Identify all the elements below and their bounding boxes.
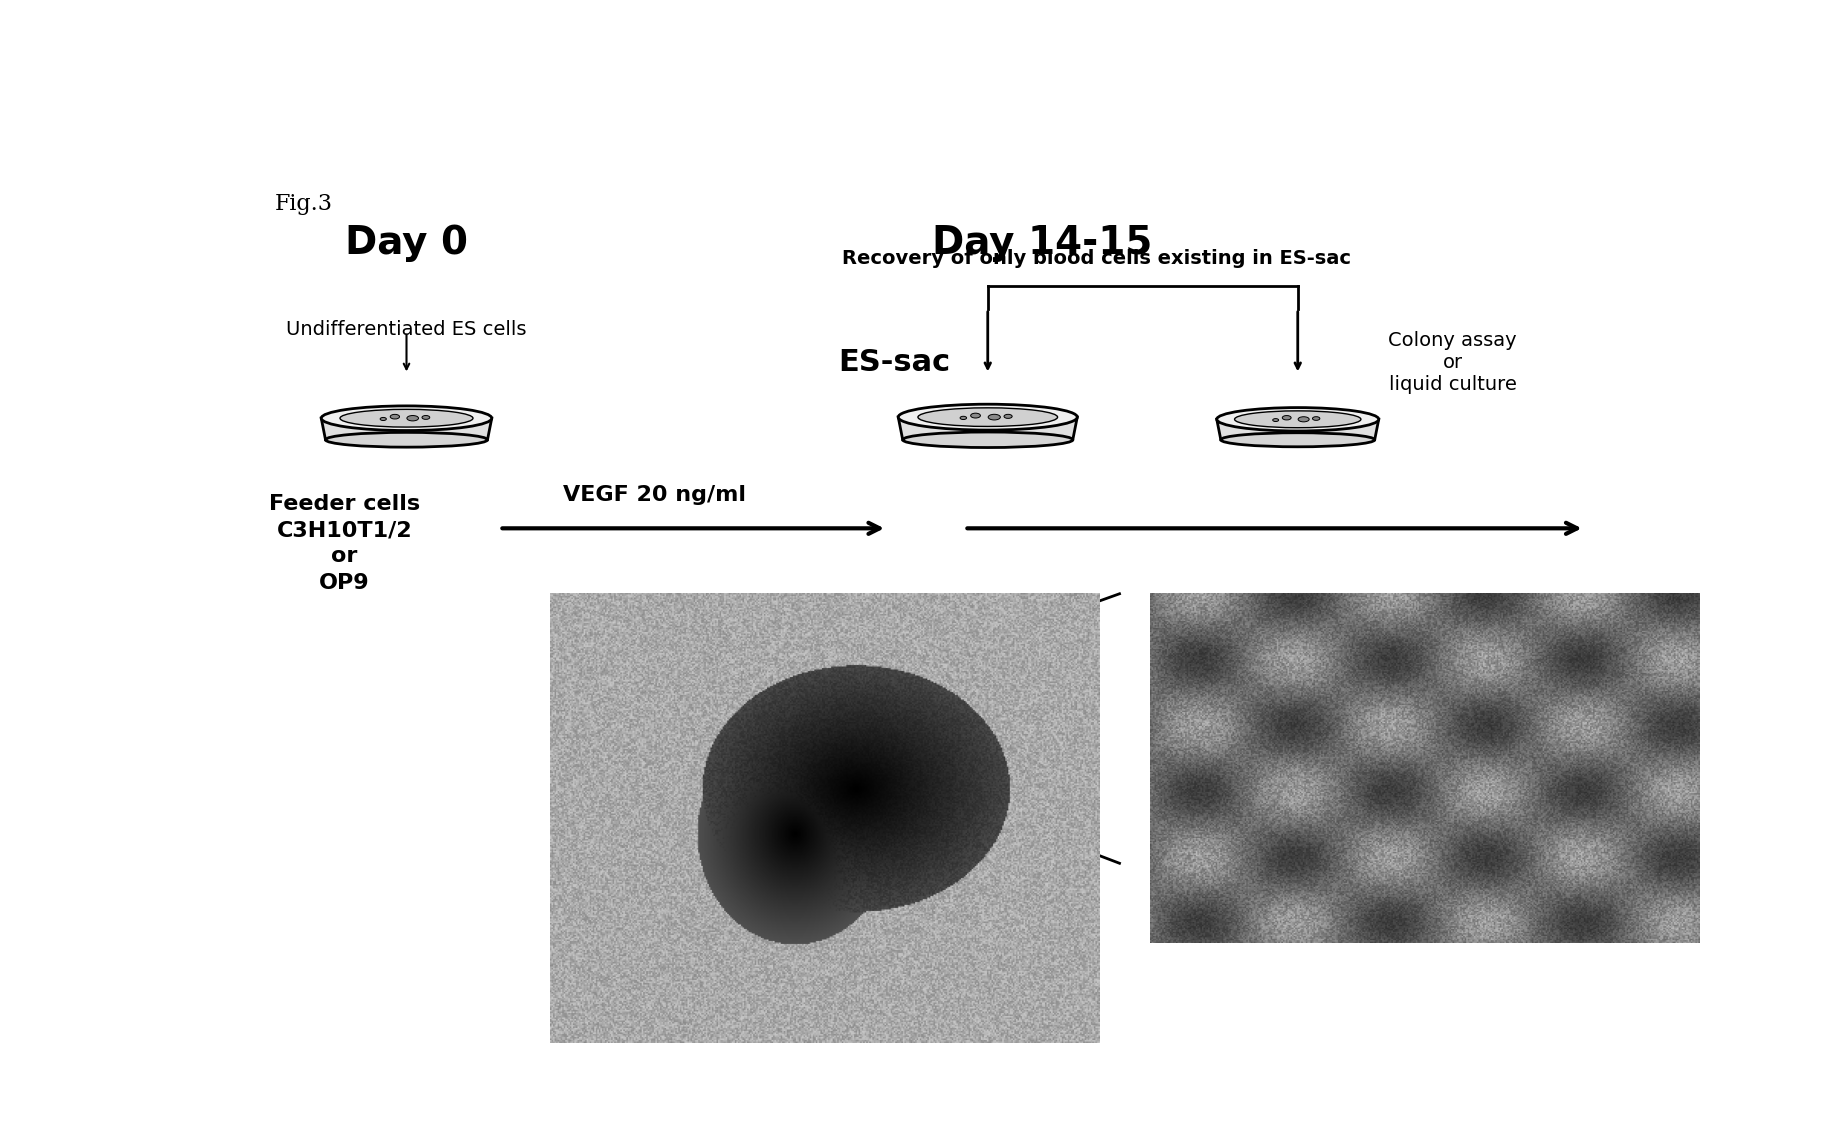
Ellipse shape xyxy=(988,414,1001,419)
Ellipse shape xyxy=(391,415,400,419)
Ellipse shape xyxy=(971,413,981,418)
Ellipse shape xyxy=(321,406,491,431)
Ellipse shape xyxy=(902,432,1074,448)
Ellipse shape xyxy=(1222,433,1375,447)
Text: Day 14-15: Day 14-15 xyxy=(931,224,1152,262)
Text: Recovery of only blood cells existing in ES-sac: Recovery of only blood cells existing in… xyxy=(842,249,1351,269)
Text: VEGF 20 ng/ml: VEGF 20 ng/ml xyxy=(562,486,747,505)
Ellipse shape xyxy=(422,416,429,419)
Ellipse shape xyxy=(960,416,966,419)
Ellipse shape xyxy=(1216,408,1379,431)
Ellipse shape xyxy=(1313,417,1320,421)
Ellipse shape xyxy=(898,405,1077,430)
Ellipse shape xyxy=(1004,415,1012,418)
Ellipse shape xyxy=(1282,416,1291,419)
Ellipse shape xyxy=(407,416,418,421)
Ellipse shape xyxy=(1234,410,1360,427)
Polygon shape xyxy=(321,418,491,440)
Ellipse shape xyxy=(340,409,473,427)
Text: Colony assay
or
liquid culture: Colony assay or liquid culture xyxy=(1388,331,1517,394)
Ellipse shape xyxy=(325,432,488,447)
Text: Undifferentiated ES cells: Undifferentiated ES cells xyxy=(287,320,526,339)
Text: Fig.3: Fig.3 xyxy=(274,193,332,215)
Ellipse shape xyxy=(380,417,387,421)
Text: Feeder cells
C3H10T1/2
or
OP9: Feeder cells C3H10T1/2 or OP9 xyxy=(268,494,420,593)
Ellipse shape xyxy=(918,408,1057,426)
Text: Day 0: Day 0 xyxy=(345,224,467,262)
Ellipse shape xyxy=(1298,417,1309,422)
Text: ES-sac: ES-sac xyxy=(838,349,951,377)
Bar xyxy=(756,713,787,736)
Polygon shape xyxy=(1216,419,1379,440)
Polygon shape xyxy=(898,417,1077,440)
Ellipse shape xyxy=(1273,418,1278,422)
